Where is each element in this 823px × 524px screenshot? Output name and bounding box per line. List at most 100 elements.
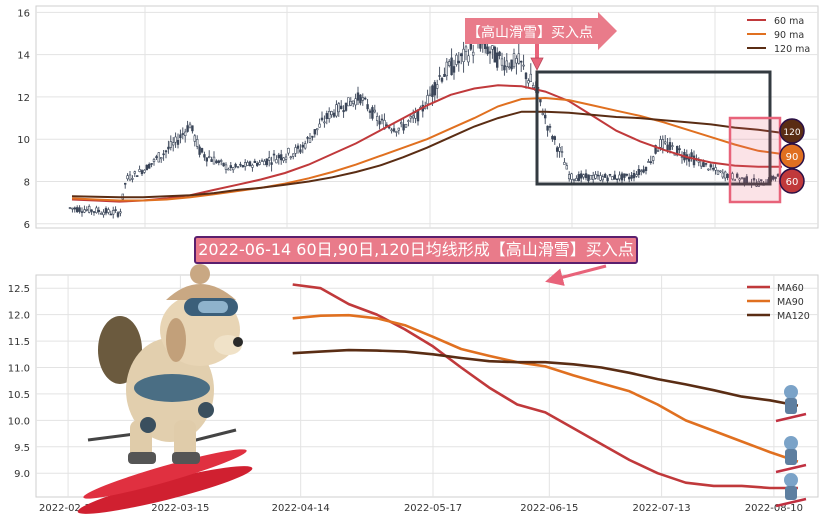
candle-body	[143, 169, 146, 173]
candle-body	[90, 209, 93, 212]
legend-label-ma60: MA60	[777, 283, 804, 294]
candle-body	[678, 148, 681, 151]
candle-body	[555, 147, 559, 152]
candle-body	[656, 150, 660, 152]
candle-body	[507, 66, 511, 69]
candle-body	[155, 156, 158, 158]
candle-body	[431, 85, 434, 98]
candle-body	[443, 74, 446, 78]
candle-body	[594, 174, 597, 179]
candle-body	[565, 165, 569, 170]
candle-body	[255, 163, 259, 166]
candle-body	[320, 117, 324, 121]
highlight-box	[728, 116, 782, 204]
candle-body	[179, 134, 182, 139]
candle-body	[467, 55, 470, 63]
candle-body	[551, 136, 554, 140]
candle-body	[236, 166, 240, 168]
candle-body	[313, 129, 316, 135]
candle-body	[181, 133, 184, 135]
candle-body	[457, 60, 460, 64]
bottom-ma-line-0	[292, 283, 798, 490]
candle-body	[505, 60, 508, 68]
candle-body	[287, 148, 290, 154]
top-y-tick-label: 12	[17, 93, 30, 104]
candle-body	[774, 176, 777, 179]
candle-body	[311, 135, 314, 138]
bottom-x-tick-label: 2022-07-13	[633, 503, 691, 514]
candle-body	[78, 207, 81, 212]
candle-body	[740, 177, 744, 179]
candle-body	[191, 125, 194, 132]
candle-body	[126, 175, 129, 180]
candle-body	[116, 212, 120, 217]
candle-body	[637, 169, 641, 175]
candle-body	[719, 170, 722, 173]
candle-body	[260, 160, 264, 162]
bottom-ma-line-2	[292, 348, 799, 407]
candle-body	[464, 46, 468, 53]
candle-body	[409, 116, 412, 119]
candle-body	[411, 115, 415, 119]
candle-body	[227, 168, 230, 171]
candle-body	[699, 160, 703, 167]
candle-body	[371, 107, 374, 119]
candle-body	[668, 142, 672, 150]
candle-body	[455, 54, 458, 65]
candle-body	[500, 58, 504, 66]
candle-body	[234, 163, 237, 168]
candle-body	[354, 98, 357, 106]
bottom-x-tick-label: 2022-02-15	[39, 503, 97, 514]
candle-body	[335, 104, 338, 117]
top-y-tick-label: 14	[17, 51, 30, 62]
candle-body	[337, 103, 340, 113]
candle-body	[301, 144, 304, 148]
top-legend: 60 ma 90 ma 120 ma	[747, 16, 810, 55]
candle-body	[109, 213, 113, 216]
candle-body	[246, 162, 249, 166]
ma-badge-60: 60	[779, 168, 805, 194]
candle-body	[517, 53, 521, 64]
candle-body	[414, 112, 417, 119]
candle-body	[174, 136, 177, 143]
candle-body	[241, 165, 244, 168]
candle-body	[543, 114, 547, 119]
candle-body	[714, 167, 717, 171]
candle-body	[524, 72, 528, 80]
candle-body	[582, 174, 585, 178]
candle-body	[270, 162, 273, 165]
candle-body	[711, 168, 715, 170]
badge-120-text: 120	[783, 128, 800, 138]
candle-body	[212, 156, 216, 165]
candle-body	[546, 125, 549, 131]
candle-body	[363, 97, 367, 100]
candle-body	[344, 102, 348, 111]
candle-body	[263, 160, 266, 166]
bottom-y-tick-label: 9.5	[14, 443, 30, 454]
candle-body	[428, 93, 432, 96]
candle-body	[608, 174, 612, 176]
candle-body	[402, 124, 405, 131]
candle-body	[366, 104, 369, 110]
candle-body	[339, 105, 343, 110]
candle-body	[510, 59, 513, 70]
legend-label-90ma: 90 ma	[774, 30, 804, 41]
candle-body	[342, 110, 345, 113]
candle-body	[548, 126, 552, 128]
candle-body	[172, 142, 175, 146]
candle-body	[495, 52, 499, 68]
candle-body	[726, 174, 729, 179]
bottom-y-tick-label: 12.0	[8, 311, 30, 322]
candle-body	[644, 166, 648, 171]
candle-body	[244, 162, 247, 167]
candle-body	[136, 175, 139, 177]
candle-body	[488, 51, 492, 54]
bottom-y-tick-label: 11.5	[8, 337, 30, 348]
candle-body	[83, 209, 86, 213]
candle-body	[164, 150, 168, 153]
candle-body	[359, 94, 362, 104]
candle-body	[716, 170, 720, 175]
candle-body	[440, 77, 444, 82]
candle-body	[671, 145, 674, 147]
